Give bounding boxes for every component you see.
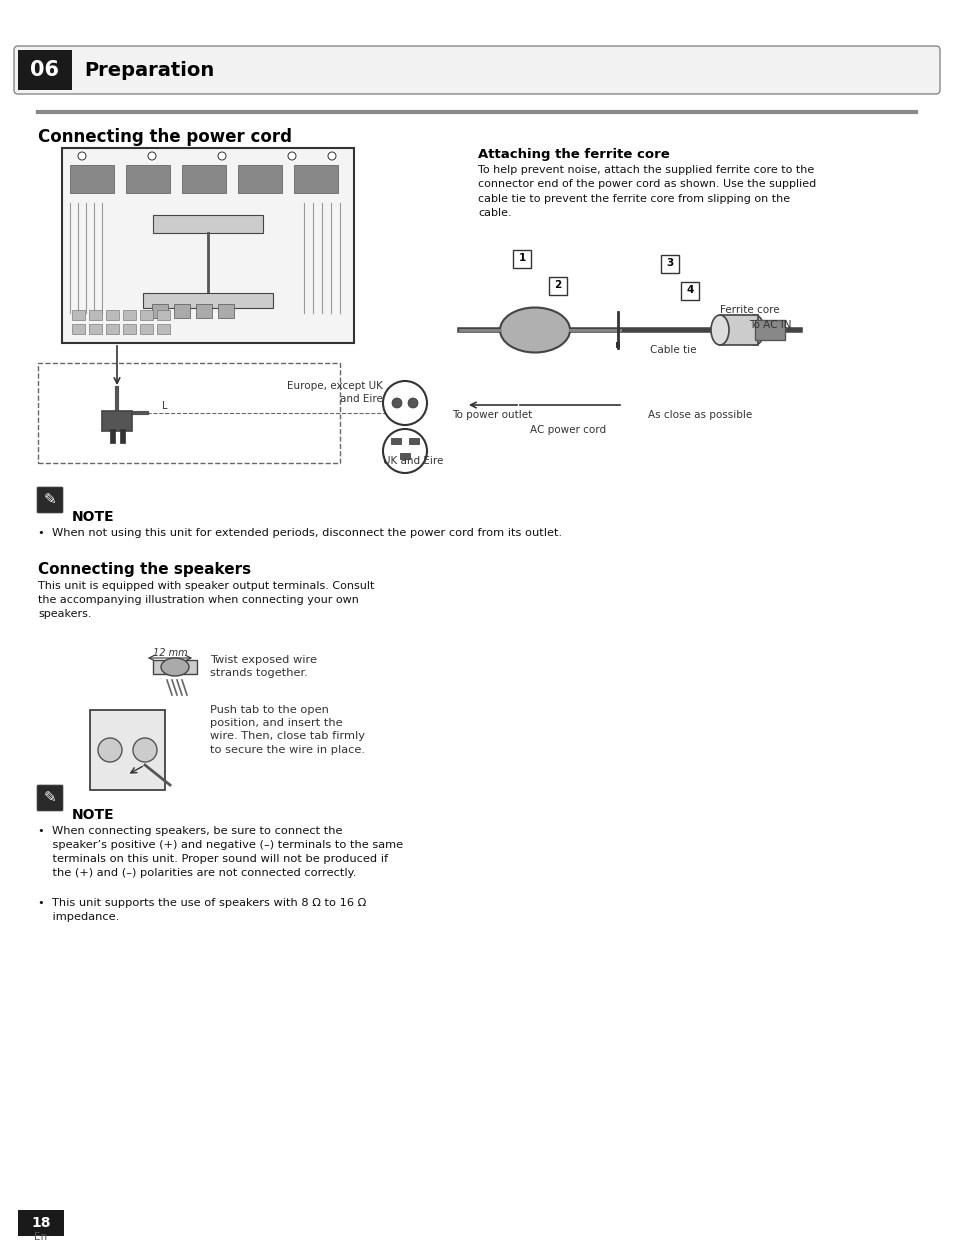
Circle shape (78, 152, 86, 160)
Text: To AC IN: To AC IN (748, 320, 790, 330)
Bar (143, 294, 273, 309)
Bar (173, 304, 190, 318)
Circle shape (408, 398, 417, 408)
Bar (89, 310, 102, 320)
Bar (660, 255, 679, 272)
Bar (140, 310, 152, 320)
Text: 18: 18 (31, 1215, 51, 1230)
Text: ✎: ✎ (44, 790, 56, 806)
Text: NOTE: NOTE (71, 510, 114, 524)
Text: •  This unit supports the use of speakers with 8 Ω to 16 Ω
    impedance.: • This unit supports the use of speakers… (38, 898, 366, 922)
Bar (110, 429, 115, 443)
Text: Connecting the power cord: Connecting the power cord (38, 128, 292, 146)
FancyBboxPatch shape (37, 785, 63, 811)
Bar (399, 453, 410, 459)
Bar (157, 310, 170, 320)
Circle shape (328, 152, 335, 160)
Text: NOTE: NOTE (71, 809, 114, 822)
Text: To power outlet: To power outlet (452, 411, 532, 420)
Bar (71, 323, 85, 333)
Bar (126, 165, 170, 193)
FancyBboxPatch shape (37, 486, 63, 513)
Text: •  When not using this unit for extended periods, disconnect the power cord from: • When not using this unit for extended … (38, 527, 561, 537)
Text: L: L (162, 401, 168, 411)
Bar (89, 323, 102, 333)
Bar (106, 310, 119, 320)
Bar (237, 165, 282, 193)
Text: Attaching the ferrite core: Attaching the ferrite core (477, 148, 669, 160)
Circle shape (218, 152, 226, 160)
Circle shape (132, 738, 157, 763)
Bar (106, 323, 119, 333)
Circle shape (392, 398, 401, 408)
Bar (152, 304, 168, 318)
Bar (754, 320, 784, 340)
Bar (140, 323, 152, 333)
Bar (123, 323, 136, 333)
Bar (120, 429, 125, 443)
Bar (71, 310, 85, 320)
Text: En: En (34, 1232, 48, 1242)
Bar (152, 661, 196, 674)
Bar (195, 304, 212, 318)
Text: Twist exposed wire
strands together.: Twist exposed wire strands together. (210, 656, 316, 678)
Bar (38, 363, 339, 463)
Bar (152, 215, 263, 233)
Text: UK and Eire: UK and Eire (382, 457, 443, 466)
Bar (720, 315, 758, 345)
Bar (294, 165, 337, 193)
Bar (62, 148, 354, 343)
Text: AC power cord: AC power cord (529, 425, 605, 435)
Text: Cable tie: Cable tie (649, 345, 696, 355)
Bar (680, 282, 699, 300)
Text: Ferrite core: Ferrite core (720, 305, 779, 315)
Text: Europe, except UK
and Eire: Europe, except UK and Eire (287, 381, 382, 404)
Bar (18, 1210, 64, 1237)
Text: ✎: ✎ (44, 493, 56, 508)
Bar (90, 710, 165, 790)
Text: 06: 06 (30, 60, 59, 80)
Bar (182, 165, 226, 193)
Bar (616, 342, 619, 348)
Ellipse shape (499, 307, 569, 352)
Text: 1: 1 (517, 253, 525, 262)
Bar (18, 50, 71, 90)
Text: •  When connecting speakers, be sure to connect the
    speaker’s positive (+) a: • When connecting speakers, be sure to c… (38, 826, 403, 878)
Text: Connecting the speakers: Connecting the speakers (38, 562, 251, 577)
Text: 12 mm: 12 mm (152, 648, 187, 658)
Bar (391, 438, 400, 444)
Bar (102, 411, 132, 430)
Bar (513, 250, 531, 267)
Bar (218, 304, 233, 318)
Bar (548, 277, 566, 295)
Circle shape (382, 429, 427, 473)
Text: 4: 4 (685, 285, 693, 295)
Text: 2: 2 (554, 280, 561, 290)
Circle shape (148, 152, 156, 160)
Bar (123, 310, 136, 320)
Ellipse shape (710, 315, 728, 345)
FancyBboxPatch shape (14, 46, 939, 95)
Bar (157, 323, 170, 333)
Text: To help prevent noise, attach the supplied ferrite core to the
connector end of : To help prevent noise, attach the suppli… (477, 165, 816, 218)
Text: This unit is equipped with speaker output terminals. Consult
the accompanying il: This unit is equipped with speaker outpu… (38, 581, 374, 620)
Bar (70, 165, 113, 193)
Circle shape (288, 152, 295, 160)
Bar (409, 438, 418, 444)
Text: As close as possible: As close as possible (647, 411, 751, 420)
Text: 3: 3 (666, 258, 673, 267)
Ellipse shape (161, 658, 189, 675)
Ellipse shape (745, 315, 763, 345)
Circle shape (382, 381, 427, 425)
Circle shape (98, 738, 122, 763)
Text: Preparation: Preparation (84, 61, 214, 80)
Text: Push tab to the open
position, and insert the
wire. Then, close tab firmly
to se: Push tab to the open position, and inser… (210, 705, 365, 755)
